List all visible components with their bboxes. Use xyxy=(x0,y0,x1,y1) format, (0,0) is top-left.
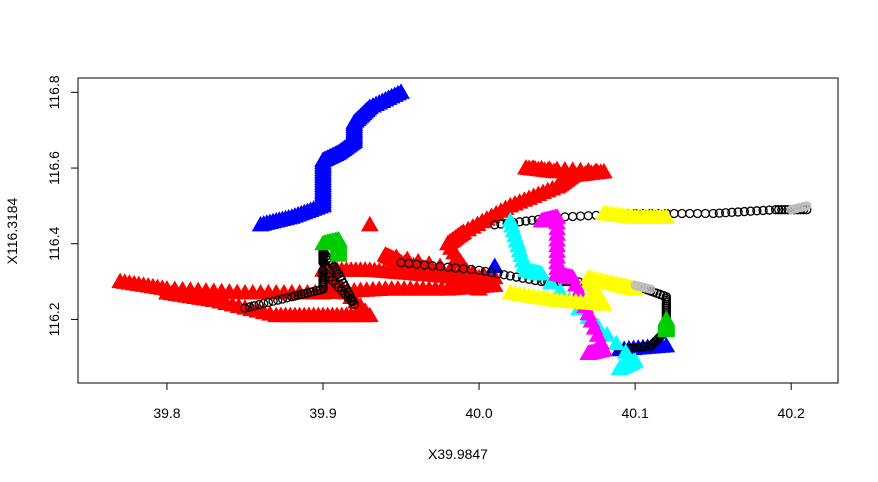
point-marker-circle xyxy=(692,208,703,219)
point-marker-circle xyxy=(273,295,283,305)
point-marker-triangle xyxy=(607,334,626,351)
point-marker-circle xyxy=(630,343,640,353)
point-marker-circle xyxy=(245,302,255,312)
point-marker-circle xyxy=(700,208,711,219)
y-tick-label: 116.6 xyxy=(46,151,62,185)
series-7 xyxy=(630,201,812,294)
point-marker-circle xyxy=(318,258,328,268)
series-6 xyxy=(501,204,676,311)
point-marker-circle xyxy=(764,205,774,215)
point-marker-circle xyxy=(720,208,731,218)
point-marker-circle xyxy=(249,301,259,311)
point-marker-circle xyxy=(646,284,656,294)
point-marker-circle xyxy=(277,294,288,304)
point-marker-triangle xyxy=(610,359,629,376)
point-marker-circle xyxy=(268,296,278,306)
point-marker-circle xyxy=(486,267,497,278)
series-3 xyxy=(314,230,676,338)
point-marker-circle xyxy=(677,208,687,219)
point-marker-circle xyxy=(639,342,650,352)
point-marker-triangle xyxy=(657,208,676,224)
point-marker-circle xyxy=(669,208,679,219)
point-marker-triangle xyxy=(548,162,566,179)
point-marker-circle xyxy=(685,208,695,219)
y-tick-label: 116.8 xyxy=(46,75,62,109)
point-marker-circle xyxy=(745,206,756,216)
point-marker-circle xyxy=(575,211,586,221)
point-marker-circle xyxy=(727,207,737,217)
point-marker-triangle xyxy=(657,321,676,338)
point-marker-circle xyxy=(714,208,725,218)
x-tick-label: 40.1 xyxy=(622,405,649,421)
x-axis-label: X39.9847 xyxy=(428,446,488,462)
point-marker-triangle xyxy=(329,246,348,262)
point-marker-circle xyxy=(752,206,762,216)
y-tick-label: 116.4 xyxy=(46,227,62,261)
point-marker-circle xyxy=(733,207,743,217)
point-marker-circle xyxy=(240,303,250,313)
point-marker-circle xyxy=(493,268,503,279)
point-marker-circle xyxy=(777,205,787,215)
point-marker-circle xyxy=(633,342,643,353)
point-marker-triangle xyxy=(360,215,379,232)
point-marker-circle xyxy=(474,265,484,275)
data-marks xyxy=(111,83,812,376)
point-marker-circle xyxy=(263,297,274,308)
point-marker-circle xyxy=(770,205,781,215)
point-marker-circle xyxy=(739,206,750,217)
series-1 xyxy=(251,83,676,357)
point-marker-triangle xyxy=(532,265,551,281)
point-marker-triangle xyxy=(579,344,598,360)
x-axis: 39.8 39.9 40.0 40.1 40.2 xyxy=(153,383,805,421)
series-4 xyxy=(501,212,644,376)
series-2 xyxy=(240,205,812,355)
point-marker-circle xyxy=(568,211,578,222)
y-axis-label: X116.3184 xyxy=(4,197,20,264)
x-tick-label: 40.0 xyxy=(465,405,492,421)
point-marker-triangle xyxy=(251,215,270,232)
point-marker-circle xyxy=(527,215,537,225)
series-5 xyxy=(532,208,613,360)
point-marker-circle xyxy=(480,266,490,277)
y-tick-label: 116.2 xyxy=(46,302,62,336)
x-tick-label: 39.9 xyxy=(309,405,336,421)
point-marker-circle xyxy=(802,201,812,211)
point-marker-circle xyxy=(499,270,509,280)
x-tick-label: 39.8 xyxy=(153,405,180,421)
point-marker-circle xyxy=(583,211,593,221)
point-marker-circle xyxy=(505,271,515,281)
plot-frame xyxy=(77,77,839,384)
point-marker-circle xyxy=(758,205,768,216)
y-axis: 116.2 116.4 116.6 116.8 xyxy=(46,75,78,336)
series-0 xyxy=(111,159,613,323)
point-marker-circle xyxy=(774,205,784,215)
point-marker-circle xyxy=(521,216,531,226)
x-tick-label: 40.2 xyxy=(778,405,805,421)
point-marker-circle xyxy=(642,341,653,351)
point-marker-circle xyxy=(646,341,656,351)
point-marker-triangle xyxy=(485,276,504,292)
point-marker-circle xyxy=(259,298,269,309)
point-marker-circle xyxy=(636,342,647,352)
point-marker-circle xyxy=(490,220,500,230)
point-marker-circle xyxy=(254,300,264,310)
point-marker-circle xyxy=(708,208,718,219)
